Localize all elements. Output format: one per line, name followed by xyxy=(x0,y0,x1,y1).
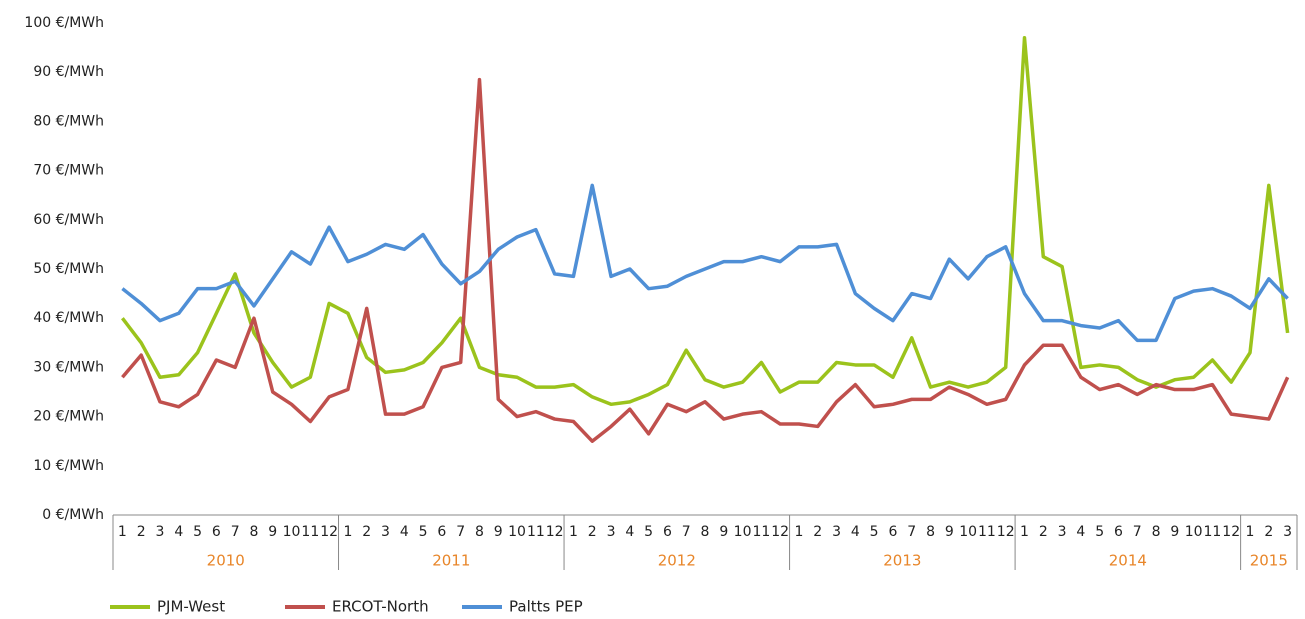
x-tick-label: 8 xyxy=(249,524,258,540)
legend-label: Paltts PEP xyxy=(509,598,583,616)
x-tick-label: 9 xyxy=(494,524,503,540)
y-tick-label: 70 €/MWh xyxy=(33,163,104,179)
y-tick-label: 100 €/MWh xyxy=(24,15,104,31)
x-tick-label: 1 xyxy=(795,524,804,540)
x-tick-label: 11 xyxy=(752,524,770,540)
x-tick-label: 4 xyxy=(625,524,634,540)
x-tick-label: 10 xyxy=(959,524,977,540)
x-tick-label: 8 xyxy=(926,524,935,540)
x-tick-label: 10 xyxy=(734,524,752,540)
x-tick-label: 5 xyxy=(193,524,202,540)
x-tick-label: 10 xyxy=(283,524,301,540)
x-tick-label: 4 xyxy=(174,524,183,540)
x-tick-label: 10 xyxy=(508,524,526,540)
x-tick-label: 6 xyxy=(1114,524,1123,540)
x-tick-label: 7 xyxy=(231,524,240,540)
x-tick-label: 5 xyxy=(1095,524,1104,540)
x-tick-label: 1 xyxy=(569,524,578,540)
year-label: 2015 xyxy=(1250,552,1288,570)
x-tick-label: 2 xyxy=(362,524,371,540)
x-tick-label: 6 xyxy=(212,524,221,540)
x-tick-label: 6 xyxy=(437,524,446,540)
x-tick-label: 12 xyxy=(997,524,1015,540)
x-tick-label: 5 xyxy=(644,524,653,540)
x-tick-label: 5 xyxy=(419,524,428,540)
y-tick-label: 0 €/MWh xyxy=(42,507,104,523)
y-tick-label: 50 €/MWh xyxy=(33,261,104,277)
x-tick-label: 12 xyxy=(771,524,789,540)
x-tick-label: 8 xyxy=(475,524,484,540)
x-tick-label: 7 xyxy=(1133,524,1142,540)
x-tick-label: 5 xyxy=(870,524,879,540)
x-tick-label: 4 xyxy=(400,524,409,540)
x-tick-label: 7 xyxy=(907,524,916,540)
x-tick-label: 2 xyxy=(1039,524,1048,540)
y-tick-label: 30 €/MWh xyxy=(33,359,104,375)
year-label: 2010 xyxy=(207,552,245,570)
series-line xyxy=(121,77,1290,443)
x-tick-label: 7 xyxy=(456,524,465,540)
x-tick-label: 4 xyxy=(1076,524,1085,540)
x-tick-label: 12 xyxy=(1222,524,1240,540)
x-tick-label: 10 xyxy=(1185,524,1203,540)
x-tick-label: 3 xyxy=(1283,524,1292,540)
x-tick-label: 3 xyxy=(607,524,616,540)
x-tick-label: 2 xyxy=(813,524,822,540)
x-tick-label: 2 xyxy=(1264,524,1273,540)
x-tick-label: 8 xyxy=(701,524,710,540)
y-tick-label: 40 €/MWh xyxy=(33,310,104,326)
x-tick-label: 7 xyxy=(682,524,691,540)
year-label: 2014 xyxy=(1109,552,1147,570)
series-line xyxy=(121,183,1289,343)
x-tick-label: 9 xyxy=(945,524,954,540)
x-tick-label: 12 xyxy=(320,524,338,540)
x-tick-label: 9 xyxy=(268,524,277,540)
x-tick-label: 11 xyxy=(301,524,319,540)
x-tick-label: 8 xyxy=(1152,524,1161,540)
x-tick-label: 9 xyxy=(719,524,728,540)
x-tick-label: 11 xyxy=(527,524,545,540)
y-tick-label: 80 €/MWh xyxy=(33,113,104,129)
y-tick-label: 20 €/MWh xyxy=(33,409,104,425)
x-tick-label: 12 xyxy=(546,524,564,540)
x-tick-label: 6 xyxy=(663,524,672,540)
x-tick-label: 1 xyxy=(1020,524,1029,540)
x-tick-label: 2 xyxy=(137,524,146,540)
series-line xyxy=(121,36,1290,407)
y-tick-label: 10 €/MWh xyxy=(33,458,104,474)
x-tick-label: 1 xyxy=(118,524,127,540)
x-tick-label: 9 xyxy=(1170,524,1179,540)
year-label: 2011 xyxy=(432,552,470,570)
x-tick-label: 3 xyxy=(381,524,390,540)
x-tick-label: 4 xyxy=(851,524,860,540)
x-tick-label: 2 xyxy=(588,524,597,540)
year-label: 2012 xyxy=(658,552,696,570)
x-tick-label: 1 xyxy=(1246,524,1255,540)
x-tick-label: 3 xyxy=(832,524,841,540)
x-tick-label: 11 xyxy=(1204,524,1222,540)
legend-label: PJM-West xyxy=(157,598,225,616)
x-tick-label: 6 xyxy=(888,524,897,540)
x-tick-label: 11 xyxy=(978,524,996,540)
x-tick-label: 3 xyxy=(1058,524,1067,540)
legend-label: ERCOT-North xyxy=(332,598,429,616)
y-tick-label: 90 €/MWh xyxy=(33,64,104,80)
y-tick-label: 60 €/MWh xyxy=(33,212,104,228)
x-tick-label: 1 xyxy=(343,524,352,540)
year-label: 2013 xyxy=(883,552,921,570)
x-tick-label: 3 xyxy=(156,524,165,540)
